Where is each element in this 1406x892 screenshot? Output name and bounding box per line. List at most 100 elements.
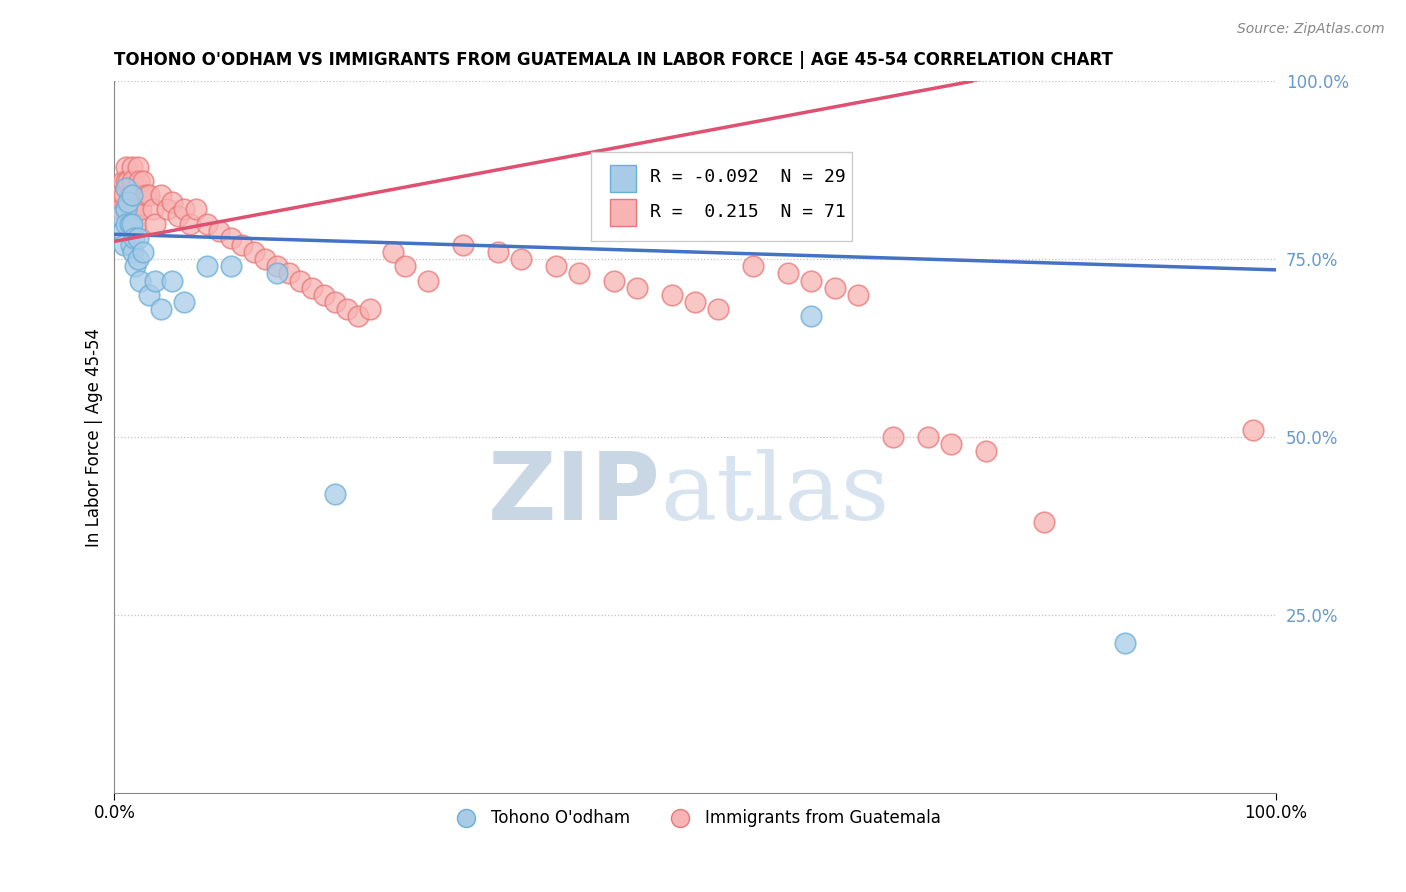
- Point: [132, 245, 155, 260]
- Point: [882, 430, 904, 444]
- Point: [118, 217, 141, 231]
- Point: [184, 202, 207, 217]
- Point: [120, 202, 142, 217]
- Point: [129, 188, 152, 202]
- Point: [143, 273, 166, 287]
- Point: [359, 301, 381, 316]
- Point: [510, 252, 533, 267]
- Point: [135, 188, 157, 202]
- Legend: Tohono O'odham, Immigrants from Guatemala: Tohono O'odham, Immigrants from Guatemal…: [443, 803, 948, 834]
- Point: [173, 294, 195, 309]
- Point: [111, 174, 134, 188]
- Point: [301, 280, 323, 294]
- Point: [394, 260, 416, 274]
- Point: [110, 202, 132, 217]
- Point: [173, 202, 195, 217]
- Point: [846, 287, 869, 301]
- Point: [117, 195, 139, 210]
- Text: TOHONO O'ODHAM VS IMMIGRANTS FROM GUATEMALA IN LABOR FORCE | AGE 45-54 CORRELATI: TOHONO O'ODHAM VS IMMIGRANTS FROM GUATEM…: [114, 51, 1114, 69]
- Point: [486, 245, 509, 260]
- Point: [110, 210, 132, 224]
- Point: [162, 195, 184, 210]
- Point: [122, 245, 145, 260]
- Point: [626, 280, 648, 294]
- Text: ZIP: ZIP: [488, 448, 661, 540]
- Point: [208, 224, 231, 238]
- Point: [115, 202, 138, 217]
- Point: [824, 280, 846, 294]
- Point: [121, 188, 143, 202]
- Point: [219, 260, 242, 274]
- Point: [162, 273, 184, 287]
- Point: [132, 174, 155, 188]
- Point: [939, 437, 962, 451]
- Point: [127, 231, 149, 245]
- Point: [195, 260, 218, 274]
- Point: [124, 260, 146, 274]
- Point: [544, 260, 567, 274]
- Point: [138, 188, 160, 202]
- Bar: [610, 164, 636, 192]
- Point: [568, 267, 591, 281]
- Point: [124, 202, 146, 217]
- Point: [1241, 423, 1264, 437]
- Point: [111, 224, 134, 238]
- Point: [115, 217, 138, 231]
- Point: [110, 188, 132, 202]
- Point: [974, 444, 997, 458]
- Point: [800, 273, 823, 287]
- Point: [114, 202, 136, 217]
- Point: [1114, 636, 1136, 650]
- Bar: [610, 199, 636, 226]
- Point: [122, 231, 145, 245]
- Point: [347, 309, 370, 323]
- Point: [277, 267, 299, 281]
- Point: [121, 160, 143, 174]
- Point: [122, 195, 145, 210]
- Point: [149, 188, 172, 202]
- Point: [129, 202, 152, 217]
- Point: [128, 174, 150, 188]
- Point: [121, 174, 143, 188]
- Point: [117, 174, 139, 188]
- FancyBboxPatch shape: [591, 153, 852, 242]
- Point: [661, 287, 683, 301]
- Point: [323, 294, 346, 309]
- Point: [243, 245, 266, 260]
- Point: [167, 210, 190, 224]
- Point: [917, 430, 939, 444]
- Point: [323, 487, 346, 501]
- Point: [121, 217, 143, 231]
- Point: [120, 238, 142, 252]
- Point: [122, 188, 145, 202]
- Point: [118, 188, 141, 202]
- Point: [254, 252, 277, 267]
- Point: [115, 160, 138, 174]
- Point: [800, 309, 823, 323]
- Point: [416, 273, 439, 287]
- Point: [115, 174, 138, 188]
- Point: [312, 287, 335, 301]
- Text: Source: ZipAtlas.com: Source: ZipAtlas.com: [1237, 22, 1385, 37]
- Point: [231, 238, 253, 252]
- Point: [143, 217, 166, 231]
- Point: [125, 217, 148, 231]
- Point: [266, 267, 288, 281]
- Y-axis label: In Labor Force | Age 45-54: In Labor Force | Age 45-54: [86, 327, 103, 547]
- Point: [451, 238, 474, 252]
- Point: [115, 181, 138, 195]
- Point: [290, 273, 312, 287]
- Point: [266, 260, 288, 274]
- Text: atlas: atlas: [661, 449, 890, 539]
- Point: [382, 245, 405, 260]
- Point: [336, 301, 359, 316]
- Point: [707, 301, 730, 316]
- Point: [156, 202, 179, 217]
- Point: [742, 260, 765, 274]
- Point: [179, 217, 201, 231]
- Point: [112, 238, 135, 252]
- Point: [129, 273, 152, 287]
- Point: [1032, 516, 1054, 530]
- Point: [195, 217, 218, 231]
- Point: [138, 287, 160, 301]
